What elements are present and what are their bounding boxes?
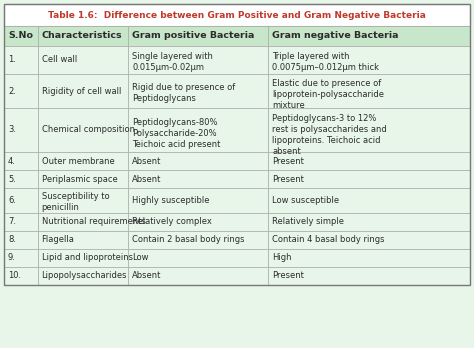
Text: Table 1.6:  Difference between Gram Positive and Gram Negative Bacteria: Table 1.6: Difference between Gram Posit… <box>48 10 426 19</box>
Text: 5.: 5. <box>8 174 16 183</box>
Bar <box>4 108 37 152</box>
Text: Gram positive Bacteria: Gram positive Bacteria <box>132 32 255 40</box>
Bar <box>4 267 37 285</box>
Text: Cell wall: Cell wall <box>42 55 77 64</box>
Text: Absent: Absent <box>132 271 162 280</box>
Text: 3.: 3. <box>8 126 16 134</box>
Text: Highly susceptible: Highly susceptible <box>132 196 210 205</box>
Bar <box>4 213 37 231</box>
Bar <box>4 74 37 108</box>
Bar <box>37 267 128 285</box>
Text: Single layered with
0.015μm-0.02μm: Single layered with 0.015μm-0.02μm <box>132 52 213 72</box>
Bar <box>37 188 128 213</box>
Bar <box>128 74 268 108</box>
Bar <box>128 152 268 170</box>
Text: Triple layered with
0.0075μm–0.012μm thick: Triple layered with 0.0075μm–0.012μm thi… <box>272 52 379 72</box>
Bar <box>268 152 470 170</box>
Text: Chemical composition: Chemical composition <box>42 126 135 134</box>
Text: Outer membrane: Outer membrane <box>42 157 114 166</box>
Bar <box>37 46 128 74</box>
Bar <box>128 213 268 231</box>
Bar <box>268 188 470 213</box>
Bar <box>128 46 268 74</box>
Bar <box>268 267 470 285</box>
Bar <box>37 108 128 152</box>
Text: Contain 4 basal body rings: Contain 4 basal body rings <box>272 236 385 245</box>
Bar <box>268 213 470 231</box>
Bar <box>128 108 268 152</box>
Text: 10.: 10. <box>8 271 21 280</box>
Bar <box>37 170 128 188</box>
Bar <box>4 46 37 74</box>
Bar <box>37 231 128 249</box>
Bar <box>37 26 128 46</box>
Bar <box>128 231 268 249</box>
Bar <box>268 74 470 108</box>
Bar <box>268 170 470 188</box>
Bar <box>4 26 37 46</box>
Bar <box>128 267 268 285</box>
Text: Nutritional requirements: Nutritional requirements <box>42 218 146 227</box>
Bar <box>4 188 37 213</box>
Text: Lipid and lipoproteins: Lipid and lipoproteins <box>42 253 133 262</box>
Text: Peptidoglycans-80%
Polysaccharide-20%
Teichoic acid present: Peptidoglycans-80% Polysaccharide-20% Te… <box>132 118 221 149</box>
Text: Low susceptible: Low susceptible <box>272 196 339 205</box>
Text: Present: Present <box>272 174 304 183</box>
Text: Contain 2 basal body rings: Contain 2 basal body rings <box>132 236 245 245</box>
Text: 8.: 8. <box>8 236 16 245</box>
Bar <box>128 170 268 188</box>
Text: 9.: 9. <box>8 253 16 262</box>
Text: 6.: 6. <box>8 196 16 205</box>
Text: Flagella: Flagella <box>42 236 74 245</box>
Text: Absent: Absent <box>132 157 162 166</box>
Text: Rigid due to presence of
Peptidoglycans: Rigid due to presence of Peptidoglycans <box>132 83 236 103</box>
Text: Rigidity of cell wall: Rigidity of cell wall <box>42 87 121 95</box>
Bar <box>268 231 470 249</box>
Bar <box>37 74 128 108</box>
Text: Elastic due to presence of
lipoprotein-polysaccharide
mixture: Elastic due to presence of lipoprotein-p… <box>272 79 384 110</box>
Text: 4.: 4. <box>8 157 16 166</box>
Text: Present: Present <box>272 157 304 166</box>
Bar <box>128 188 268 213</box>
Text: 2.: 2. <box>8 87 16 95</box>
Text: Gram negative Bacteria: Gram negative Bacteria <box>272 32 399 40</box>
Bar <box>128 249 268 267</box>
Bar <box>37 249 128 267</box>
Bar <box>4 249 37 267</box>
Bar <box>268 26 470 46</box>
Bar <box>268 46 470 74</box>
Bar <box>37 152 128 170</box>
Bar <box>268 249 470 267</box>
Bar <box>4 170 37 188</box>
Text: High: High <box>272 253 292 262</box>
Bar <box>4 231 37 249</box>
Bar <box>4 152 37 170</box>
Bar <box>128 26 268 46</box>
Bar <box>4 4 470 26</box>
Text: Present: Present <box>272 271 304 280</box>
Text: Peptidoglycans-3 to 12%
rest is polysaccharides and
lipoproteins. Teichoic acid
: Peptidoglycans-3 to 12% rest is polysacc… <box>272 114 387 156</box>
Text: Susceptibility to
penicillin: Susceptibility to penicillin <box>42 192 109 212</box>
Text: Low: Low <box>132 253 149 262</box>
Text: Characteristics: Characteristics <box>42 32 122 40</box>
Bar <box>37 213 128 231</box>
Text: Relatively simple: Relatively simple <box>272 218 344 227</box>
Text: 1.: 1. <box>8 55 16 64</box>
Bar <box>4 4 470 285</box>
Text: Relatively complex: Relatively complex <box>132 218 212 227</box>
Text: Lipopolysaccharides: Lipopolysaccharides <box>42 271 127 280</box>
Text: Periplasmic space: Periplasmic space <box>42 174 117 183</box>
Text: 7.: 7. <box>8 218 16 227</box>
Text: S.No: S.No <box>8 32 33 40</box>
Bar <box>268 108 470 152</box>
Text: Absent: Absent <box>132 174 162 183</box>
